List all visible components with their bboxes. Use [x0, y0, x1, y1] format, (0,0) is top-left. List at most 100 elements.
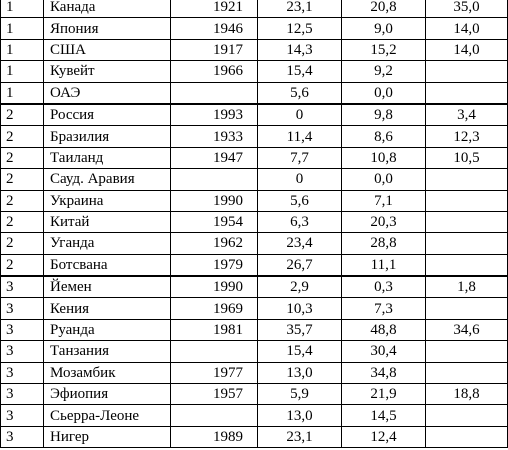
country-cell: ОАЭ — [43, 81, 171, 105]
table-row: 1 Кувейт 1966 15,4 9,2 — [0, 60, 508, 83]
year-cell: 1990 — [170, 275, 258, 299]
value-2-cell: 20,8 — [341, 0, 426, 19]
table-row: 3 Танзания 15,4 30,4 — [0, 340, 508, 363]
value-1-cell: 26,7 — [257, 253, 342, 278]
country-cell: Ботсвана — [43, 253, 171, 278]
value-1-cell: 15,4 — [257, 340, 342, 363]
value-3-cell — [425, 425, 508, 449]
year-cell: 1966 — [170, 60, 258, 83]
country-cell: Бразилия — [43, 125, 171, 148]
value-2-cell: 0,0 — [341, 81, 426, 105]
group-cell: 3 — [0, 318, 44, 342]
country-cell: США — [43, 38, 171, 62]
value-1-cell: 5,6 — [257, 81, 342, 105]
country-cell: Сьерра-Леоне — [43, 404, 171, 427]
group-cell: 3 — [0, 340, 44, 363]
year-cell: 1917 — [170, 38, 258, 62]
value-1-cell: 23,1 — [257, 425, 342, 449]
value-2-cell: 9,8 — [341, 103, 426, 127]
value-1-cell: 5,6 — [257, 189, 342, 212]
table-row: 1 США 1917 14,3 15,2 14,0 — [0, 38, 508, 62]
country-cell: Россия — [43, 103, 171, 127]
group-cell: 2 — [0, 189, 44, 212]
country-cell: Нигер — [43, 425, 171, 449]
country-cell: Уганда — [43, 232, 171, 255]
value-3-cell — [425, 60, 508, 83]
group-cell: 2 — [0, 210, 44, 234]
country-cell: Танзания — [43, 340, 171, 363]
table-row: 3 Кения 1969 10,3 7,3 — [0, 297, 508, 320]
country-cell: Руанда — [43, 318, 171, 342]
group-cell: 2 — [0, 146, 44, 170]
value-3-cell — [425, 81, 508, 105]
value-1-cell: 14,3 — [257, 38, 342, 62]
table-row: 2 Китай 1954 6,3 20,3 — [0, 210, 508, 234]
value-3-cell — [425, 253, 508, 278]
table-row: 2 Украина 1990 5,6 7,1 — [0, 189, 508, 212]
value-3-cell: 18,8 — [425, 383, 508, 406]
table-row: 3 Эфиопия 1957 5,9 21,9 18,8 — [0, 383, 508, 406]
year-cell: 1947 — [170, 146, 258, 170]
value-1-cell: 10,3 — [257, 297, 342, 320]
table-row: 2 Уганда 1962 23,4 28,8 — [0, 232, 508, 255]
country-cell: Украина — [43, 189, 171, 212]
table-row: 2 Ботсвана 1979 26,7 11,1 — [0, 253, 508, 278]
country-cell: Йемен — [43, 275, 171, 299]
table-row: 2 Россия 1993 0 9,8 3,4 — [0, 103, 508, 127]
value-3-cell: 12,3 — [425, 125, 508, 148]
country-cell: Эфиопия — [43, 383, 171, 406]
value-3-cell — [425, 340, 508, 363]
value-3-cell — [425, 210, 508, 234]
value-2-cell: 9,2 — [341, 60, 426, 83]
year-cell — [170, 81, 258, 105]
country-cell: Япония — [43, 17, 171, 40]
year-cell: 1993 — [170, 103, 258, 127]
group-cell: 1 — [0, 0, 44, 19]
year-cell: 1933 — [170, 125, 258, 148]
table-row: 2 Сауд. Аравия 0 0,0 — [0, 168, 508, 191]
table-row: 2 Таиланд 1947 7,7 10,8 10,5 — [0, 146, 508, 170]
value-1-cell: 35,7 — [257, 318, 342, 342]
value-2-cell: 0,0 — [341, 168, 426, 191]
year-cell — [170, 404, 258, 427]
value-2-cell: 34,8 — [341, 361, 426, 385]
value-2-cell: 28,8 — [341, 232, 426, 255]
group-cell: 1 — [0, 81, 44, 105]
group-cell: 3 — [0, 404, 44, 427]
value-1-cell: 5,9 — [257, 383, 342, 406]
table-row: 3 Руанда 1981 35,7 48,8 34,6 — [0, 318, 508, 342]
value-1-cell: 23,1 — [257, 0, 342, 19]
year-cell — [170, 340, 258, 363]
value-2-cell: 0,3 — [341, 275, 426, 299]
country-cell: Китай — [43, 210, 171, 234]
year-cell: 1979 — [170, 253, 258, 278]
value-1-cell: 0 — [257, 168, 342, 191]
group-cell: 1 — [0, 17, 44, 40]
value-3-cell: 1,8 — [425, 275, 508, 299]
value-3-cell — [425, 168, 508, 191]
value-1-cell: 12,5 — [257, 17, 342, 40]
year-cell — [170, 168, 258, 191]
value-3-cell — [425, 297, 508, 320]
country-cell: Сауд. Аравия — [43, 168, 171, 191]
table-row: 3 Нигер 1989 23,1 12,4 — [0, 425, 508, 449]
year-cell: 1957 — [170, 383, 258, 406]
value-2-cell: 12,4 — [341, 425, 426, 449]
year-cell: 1990 — [170, 189, 258, 212]
value-1-cell: 11,4 — [257, 125, 342, 148]
year-cell: 1962 — [170, 232, 258, 255]
value-3-cell — [425, 404, 508, 427]
group-cell: 3 — [0, 297, 44, 320]
year-cell: 1921 — [170, 0, 258, 19]
group-cell: 3 — [0, 425, 44, 449]
value-2-cell: 30,4 — [341, 340, 426, 363]
value-2-cell: 48,8 — [341, 318, 426, 342]
group-cell: 3 — [0, 383, 44, 406]
value-2-cell: 21,9 — [341, 383, 426, 406]
value-2-cell: 11,1 — [341, 253, 426, 278]
value-1-cell: 23,4 — [257, 232, 342, 255]
year-cell: 1989 — [170, 425, 258, 449]
value-3-cell — [425, 232, 508, 255]
